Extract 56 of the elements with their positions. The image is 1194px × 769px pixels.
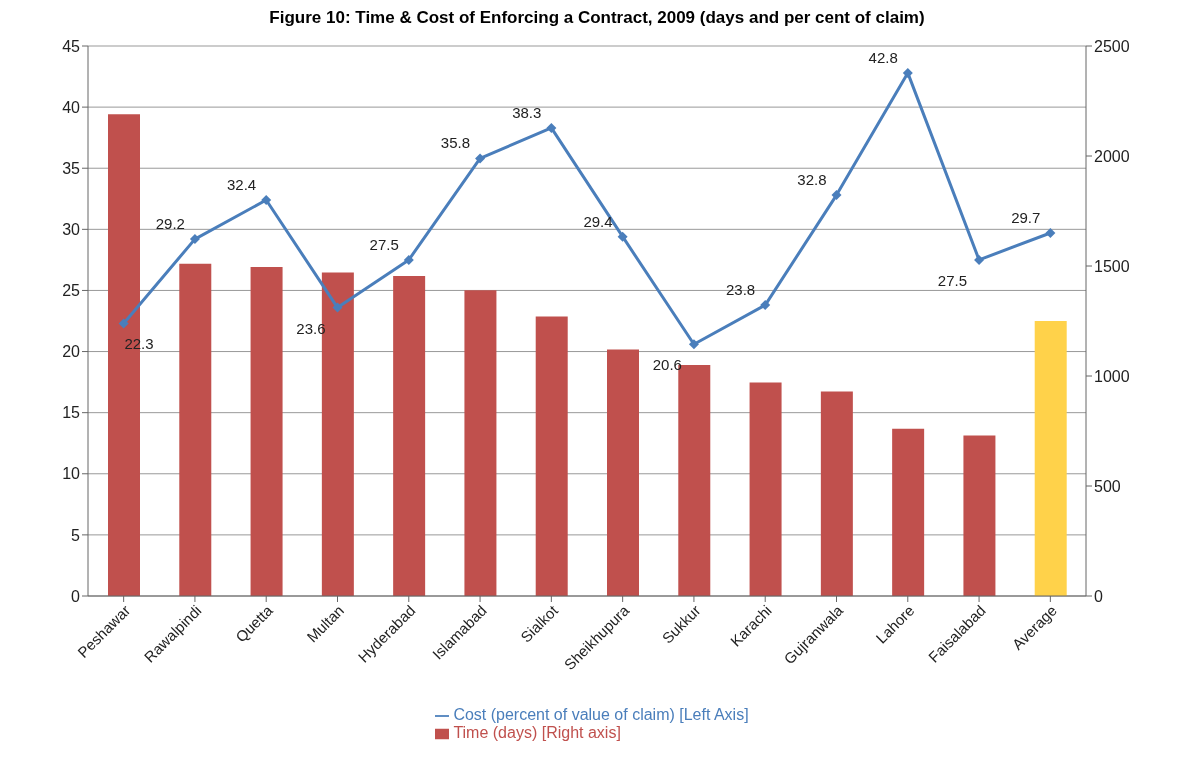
bar	[1034, 321, 1067, 596]
point	[546, 122, 557, 133]
bar	[892, 428, 925, 596]
y2-tick-label: 2500	[1094, 37, 1130, 55]
data-label: 27.5	[937, 271, 968, 289]
legend-label: Time (days) [Right axis]	[453, 724, 621, 741]
data-label: 27.5	[369, 235, 399, 253]
point	[688, 339, 699, 350]
bar	[535, 316, 568, 596]
data-label: 29.4	[583, 212, 613, 230]
y2-tick-label: 1000	[1094, 367, 1130, 385]
data-label: 35.8	[440, 134, 471, 152]
point	[902, 67, 913, 78]
point	[974, 254, 985, 265]
y-tick-label: 40	[62, 98, 81, 116]
point	[760, 300, 771, 311]
bar	[820, 391, 853, 596]
chart-title: Figure 10: Time & Cost of Enforcing a Contract, 2009 (days and per cent of claim)	[268, 8, 926, 28]
bar	[607, 349, 639, 596]
data-label: 29.7	[1011, 209, 1041, 226]
bar	[179, 263, 212, 596]
y2-tick-label: 0	[1094, 587, 1103, 605]
bar	[250, 267, 283, 596]
bar	[393, 275, 426, 596]
data-label: 32.4	[227, 176, 257, 193]
y-tick-label: 30	[62, 221, 81, 239]
bar	[749, 382, 782, 596]
y2-tick-label: 2000	[1094, 147, 1130, 165]
data-label: 42.8	[868, 48, 898, 66]
y-tick-label: 10	[62, 465, 81, 483]
y-tick-label: 0	[71, 587, 81, 605]
y2-tick-label: 500	[1094, 477, 1121, 495]
point	[261, 195, 272, 205]
y-tick-label: 25	[62, 282, 81, 300]
data-label: 38.3	[512, 103, 542, 121]
point	[475, 153, 486, 164]
y-tick-label: 45	[62, 37, 81, 55]
data-label: 32.8	[797, 171, 827, 189]
point	[403, 254, 414, 265]
point	[831, 190, 842, 201]
legend-label: Cost (percent of value of claim) [Left Axis]	[453, 706, 749, 723]
y2-tick-label: 1500	[1094, 257, 1130, 275]
point	[189, 234, 200, 245]
y-tick-label: 15	[62, 404, 81, 422]
y-tick-label: 5	[71, 526, 81, 544]
y-tick-label: 20	[62, 343, 81, 361]
bar	[963, 435, 996, 596]
y-tick-label: 35	[62, 159, 81, 177]
data-label: 20.6	[652, 356, 682, 374]
point	[332, 302, 343, 313]
point	[617, 231, 628, 242]
data-label: 29.2	[155, 215, 185, 233]
data-label: 23.8	[726, 281, 756, 299]
bar	[464, 290, 497, 596]
point	[1045, 228, 1056, 238]
point	[118, 318, 129, 329]
